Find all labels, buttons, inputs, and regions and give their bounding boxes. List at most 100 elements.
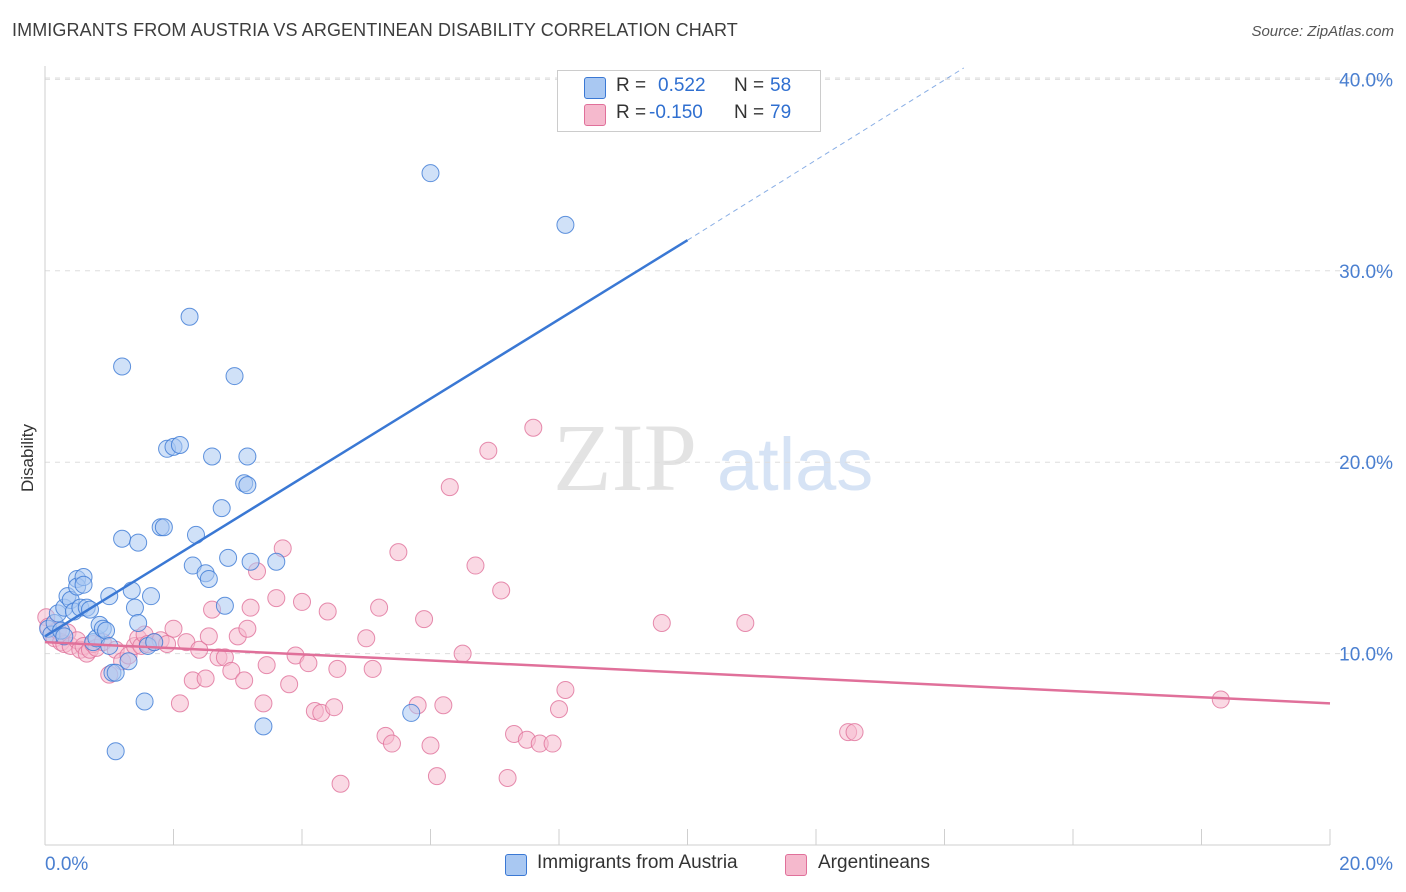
argentineans-point bbox=[550, 700, 568, 719]
argentineans-point bbox=[845, 723, 864, 742]
legend-swatch-argentineans bbox=[584, 104, 606, 126]
austria-point bbox=[556, 215, 575, 234]
y-tick-label: 30.0% bbox=[1339, 262, 1393, 283]
watermark-atlas: atlas bbox=[717, 423, 873, 506]
austria-point bbox=[55, 627, 74, 646]
series-swatch-austria bbox=[505, 854, 527, 876]
legend-r-label: R = bbox=[616, 102, 647, 123]
austria-point bbox=[135, 692, 154, 711]
y-tick-label: 10.0% bbox=[1339, 645, 1393, 666]
argentineans-point bbox=[164, 619, 183, 638]
series-swatch-argentineans bbox=[785, 854, 807, 876]
argentineans-point bbox=[254, 694, 273, 713]
watermark-zip: ZIP bbox=[553, 404, 697, 511]
argentineans-point bbox=[325, 698, 344, 717]
series-label-austria: Immigrants from Austria bbox=[537, 852, 738, 873]
austria-point bbox=[106, 742, 125, 761]
austria-point bbox=[74, 575, 93, 594]
legend-n-value: 58 bbox=[770, 75, 792, 96]
austria-point bbox=[122, 581, 141, 600]
argentineans-point bbox=[652, 613, 671, 632]
x-tick-label: 20.0% bbox=[1339, 854, 1393, 875]
austria-point bbox=[142, 587, 161, 606]
argentineans-point bbox=[415, 610, 434, 629]
argentineans-point bbox=[199, 627, 218, 646]
austria-point bbox=[113, 357, 132, 376]
series-label-argentineans: Argentineans bbox=[818, 852, 930, 873]
legend-n-label: N = bbox=[734, 102, 765, 123]
argentineans-point bbox=[196, 669, 215, 688]
x-tick-label: 0.0% bbox=[45, 854, 88, 875]
austria-point bbox=[219, 548, 238, 567]
austria-point bbox=[199, 569, 218, 588]
argentineans-point bbox=[556, 680, 575, 699]
legend-swatch-austria bbox=[584, 77, 606, 99]
legend-r-value: 0.522 bbox=[658, 75, 706, 96]
austria-point bbox=[170, 435, 189, 454]
y-tick-label: 20.0% bbox=[1339, 453, 1393, 474]
argentineans-point bbox=[357, 629, 376, 648]
argentineans-point bbox=[331, 774, 350, 793]
watermark: ZIP atlas bbox=[553, 404, 873, 511]
argentineans-point bbox=[241, 598, 260, 617]
legend-r-value: -0.150 bbox=[649, 102, 703, 123]
austria-point bbox=[125, 598, 144, 617]
argentineans-point bbox=[453, 644, 472, 663]
austria-point bbox=[119, 652, 138, 671]
austria-point bbox=[402, 703, 421, 722]
argentineans-point bbox=[299, 654, 318, 673]
legend-r-label: R = bbox=[616, 75, 647, 96]
austria-point bbox=[254, 717, 273, 736]
austria-point bbox=[129, 613, 148, 632]
source-label: Source: ZipAtlas.com bbox=[1251, 23, 1394, 40]
argentineans-point bbox=[736, 613, 755, 632]
austria-trend-extension bbox=[687, 67, 965, 241]
argentineans-point bbox=[498, 769, 517, 788]
austria-point bbox=[225, 367, 244, 386]
austria-point bbox=[215, 596, 234, 615]
argentineans-point bbox=[257, 656, 276, 675]
argentineans-point bbox=[427, 767, 446, 786]
argentineans-point bbox=[370, 598, 389, 617]
argentineans-point bbox=[440, 478, 459, 497]
austria-points bbox=[39, 164, 575, 761]
argentineans-point bbox=[421, 736, 440, 755]
legend-n-value: 79 bbox=[770, 102, 792, 123]
argentineans-point bbox=[434, 696, 453, 715]
y-axis-label: Disability bbox=[18, 423, 37, 493]
argentineans-point bbox=[466, 556, 485, 575]
austria-point bbox=[129, 533, 148, 552]
austria-point bbox=[267, 552, 286, 571]
legend-n-label: N = bbox=[734, 75, 765, 96]
argentineans-point bbox=[267, 589, 286, 608]
austria-point bbox=[180, 307, 199, 326]
austria-point bbox=[421, 164, 440, 183]
argentineans-point bbox=[328, 659, 347, 678]
axes bbox=[44, 66, 1331, 846]
argentineans-point bbox=[492, 581, 511, 600]
austria-point bbox=[154, 518, 173, 537]
argentineans-point bbox=[479, 441, 498, 460]
argentineans-point bbox=[238, 619, 257, 638]
argentineans-point bbox=[382, 734, 401, 753]
chart-title: IMMIGRANTS FROM AUSTRIA VS ARGENTINEAN D… bbox=[12, 20, 738, 40]
y-tick-label: 40.0% bbox=[1339, 70, 1393, 91]
austria-point bbox=[238, 447, 257, 466]
argentineans-point bbox=[363, 659, 382, 678]
argentineans-point bbox=[293, 592, 311, 611]
austria-point bbox=[212, 499, 231, 518]
austria-point bbox=[203, 447, 222, 466]
austria-trend-line bbox=[44, 239, 689, 638]
austria-point bbox=[106, 663, 125, 682]
argentineans-point bbox=[235, 671, 254, 690]
argentineans-point bbox=[318, 602, 337, 621]
trend-lines bbox=[44, 67, 1331, 705]
austria-point bbox=[238, 476, 257, 495]
argentineans-trend-line bbox=[44, 640, 1331, 705]
austria-point bbox=[113, 529, 132, 548]
argentineans-point bbox=[389, 543, 408, 562]
tick-labels: 10.0% 20.0% 30.0% 40.0% 0.0% 20.0% bbox=[45, 70, 1393, 875]
argentineans-point bbox=[543, 734, 562, 753]
argentineans-point bbox=[170, 694, 189, 713]
